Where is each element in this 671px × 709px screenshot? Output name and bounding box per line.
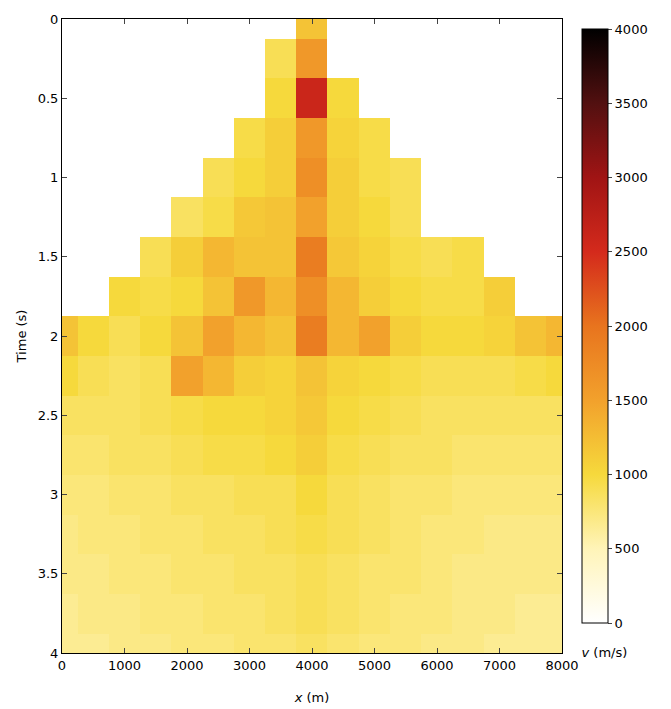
svg-text:3000: 3000 <box>233 658 266 673</box>
svg-text:v (m/s): v (m/s) <box>582 645 628 660</box>
svg-text:8000: 8000 <box>545 658 578 673</box>
svg-text:0: 0 <box>615 616 623 631</box>
svg-text:5000: 5000 <box>358 658 391 673</box>
svg-text:3500: 3500 <box>615 96 648 111</box>
svg-text:3.5: 3.5 <box>38 566 59 581</box>
svg-text:7000: 7000 <box>483 658 516 673</box>
svg-text:0: 0 <box>50 12 58 27</box>
svg-text:1: 1 <box>50 170 58 185</box>
svg-text:0: 0 <box>58 658 66 673</box>
svg-text:2000: 2000 <box>615 319 648 334</box>
svg-text:0.5: 0.5 <box>38 91 59 106</box>
svg-text:3000: 3000 <box>615 170 648 185</box>
svg-text:2: 2 <box>50 329 58 344</box>
svg-text:1.5: 1.5 <box>38 249 59 264</box>
svg-text:4000: 4000 <box>295 658 328 673</box>
svg-text:1500: 1500 <box>615 393 648 408</box>
svg-text:3: 3 <box>50 487 58 502</box>
svg-text:x (m): x (m) <box>294 690 330 705</box>
svg-text:4000: 4000 <box>615 22 648 37</box>
svg-text:2000: 2000 <box>170 658 203 673</box>
svg-text:4: 4 <box>50 646 58 661</box>
svg-text:1000: 1000 <box>108 658 141 673</box>
svg-text:1000: 1000 <box>615 467 648 482</box>
svg-text:Time (s): Time (s) <box>14 310 29 364</box>
svg-text:500: 500 <box>615 541 640 556</box>
svg-text:2500: 2500 <box>615 244 648 259</box>
svg-text:2.5: 2.5 <box>38 408 59 423</box>
svg-text:6000: 6000 <box>420 658 453 673</box>
